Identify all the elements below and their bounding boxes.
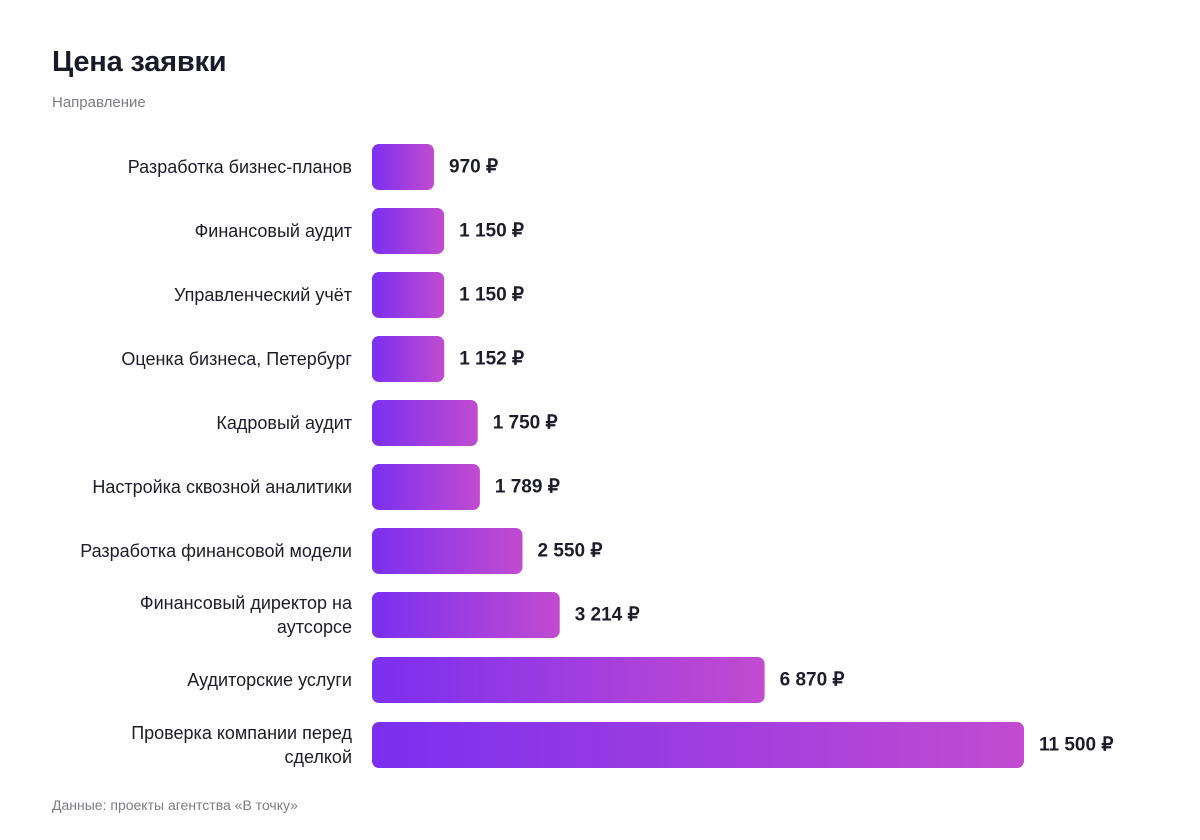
category-label: Кадровый аудит [216,413,352,433]
category-label: Проверка компании перед сделкой [131,723,352,767]
bar [372,400,478,446]
value-label: 1 150 ₽ [459,285,524,306]
category-label: Финансовый директор на аутсорсе [140,593,353,637]
bar [372,272,445,318]
value-label: 11 500 ₽ [1039,735,1113,756]
value-label: 1 150 ₽ [459,221,524,242]
bar [372,657,765,703]
bar [372,592,560,638]
bar [372,464,480,510]
bar [372,208,445,254]
category-label: Разработка бизнес-планов [128,157,352,177]
value-label: 1 789 ₽ [495,477,560,498]
category-label: Разработка финансовой модели [80,541,352,561]
value-label: 1 750 ₽ [493,413,558,434]
value-label: 2 550 ₽ [538,541,603,562]
value-label: 970 ₽ [449,157,498,178]
bar [372,336,445,382]
bar [372,722,1024,768]
bars-layer: Разработка бизнес-планов 970 ₽ Финансовый … [80,144,1113,768]
chart-subtitle: Направление [52,94,146,111]
category-label: Настройка сквозной аналитики [92,477,352,497]
value-label: 6 870 ₽ [780,670,845,691]
value-label: 3 214 ₽ [575,605,640,626]
category-label: Финансовый аудит [195,221,352,241]
category-label: Управленческий учёт [174,285,352,305]
data-source-note: Данные: проекты агентства «В точку» [52,797,298,813]
value-label: 1 152 ₽ [459,349,524,370]
category-label: Аудиторские услуги [187,670,352,690]
bar [372,528,523,574]
category-label: Оценка бизнеса, Петербург [121,349,352,369]
bar [372,144,434,190]
chart-title: Цена заявки [52,46,227,78]
